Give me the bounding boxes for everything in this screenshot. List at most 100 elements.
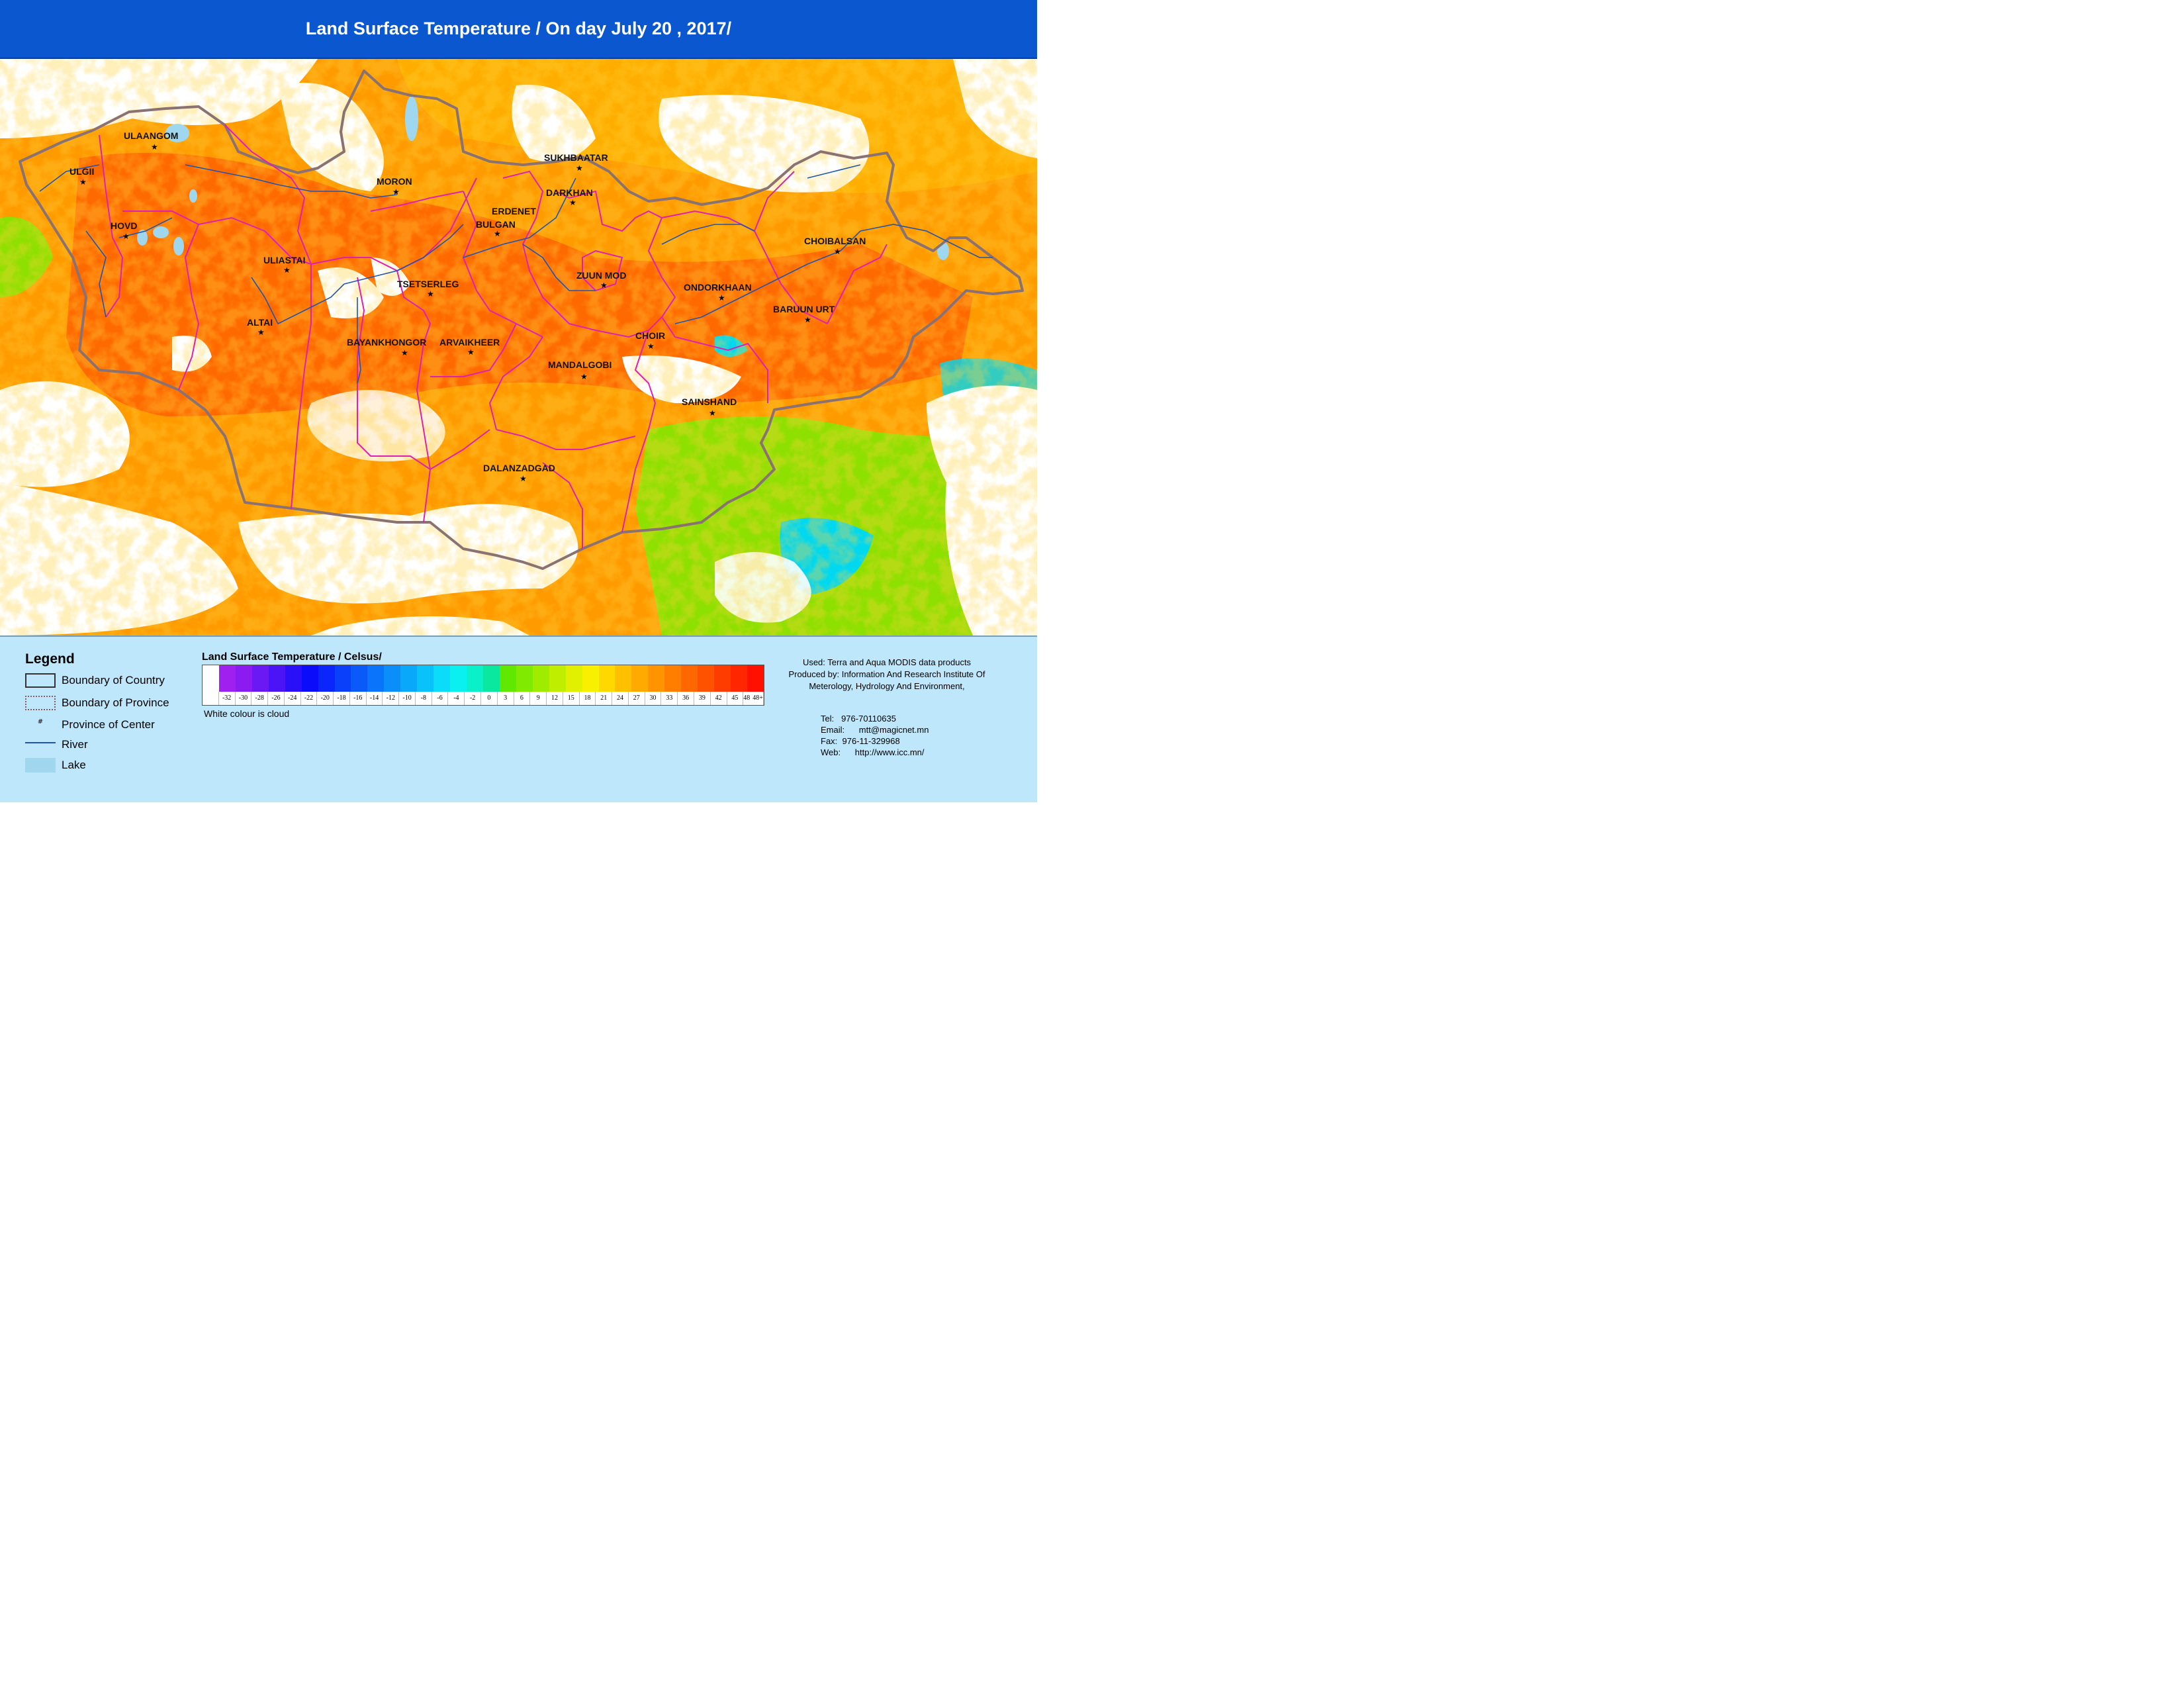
credits-used: Used: Terra and Aqua MODIS data products bbox=[802, 657, 972, 667]
scale-tick-label: 24 bbox=[612, 692, 629, 705]
city-label: SAINSHAND bbox=[682, 397, 737, 407]
city-label: BAYANKHONGOR bbox=[347, 337, 426, 348]
city-markers: ULAANGOM ★ ULGII ★ HOVD ★ MORON ★ SUKHBA… bbox=[69, 130, 866, 483]
city-star-icon: ★ bbox=[600, 281, 608, 290]
city-star-icon: ★ bbox=[151, 142, 158, 152]
city-choibalsan: CHOIBALSAN ★ bbox=[804, 236, 866, 256]
scale-tick-label: 39 bbox=[694, 692, 711, 705]
city-label: ALTAI bbox=[247, 317, 273, 328]
city-label: ULIASTAI bbox=[263, 255, 306, 265]
scale-tick-label: 0 bbox=[481, 692, 498, 705]
scale-tick-label: 21 bbox=[596, 692, 613, 705]
scale-swatch bbox=[450, 665, 467, 692]
city-star-icon: ★ bbox=[709, 408, 716, 418]
city-label: ULGII bbox=[69, 166, 94, 177]
scale-tick-label: -18 bbox=[334, 692, 350, 705]
scale-swatch bbox=[499, 665, 516, 692]
city-sukhbaatar: SUKHBAATAR ★ bbox=[544, 152, 608, 173]
city-star-icon: ★ bbox=[467, 348, 475, 357]
scale-tick-label: 12 bbox=[547, 692, 563, 705]
scale-tick-label: -16 bbox=[350, 692, 367, 705]
hash-icon: # bbox=[37, 718, 44, 726]
scale-tick-label: -22 bbox=[301, 692, 318, 705]
scale-swatch bbox=[565, 665, 582, 692]
scale-swatches bbox=[203, 665, 764, 692]
city-uliastai: ULIASTAI ★ bbox=[263, 255, 306, 275]
city-label: MANDALGOBI bbox=[548, 359, 612, 370]
scale-tick-label: 6 bbox=[514, 692, 531, 705]
scale-swatch bbox=[251, 665, 269, 692]
scale-tick-label: -30 bbox=[236, 692, 252, 705]
scale-tick-label: 45 bbox=[727, 692, 744, 705]
scale-tick-label bbox=[203, 692, 219, 705]
city-label: SUKHBAATAR bbox=[544, 152, 608, 163]
city-star-icon: ★ bbox=[834, 247, 841, 256]
scale-tick-label: -26 bbox=[268, 692, 285, 705]
scale-tick-label: 27 bbox=[629, 692, 645, 705]
city-choir: CHOIR ★ bbox=[635, 330, 665, 351]
scale-swatch bbox=[384, 665, 401, 692]
city-bulgan: BULGAN ★ bbox=[476, 219, 516, 238]
city-dalanzadgad: DALANZADGAD ★ bbox=[483, 463, 555, 483]
scale-swatch bbox=[318, 665, 335, 692]
credits-produced-2: Meterology, Hydrology And Environment, bbox=[809, 681, 965, 691]
city-zuun-mod: ZUUN MOD ★ bbox=[576, 270, 626, 290]
scale-swatch bbox=[549, 665, 566, 692]
contact-web[interactable]: Web: http://www.icc.mn/ bbox=[821, 747, 925, 757]
scale-swatch bbox=[417, 665, 434, 692]
city-label: DARKHAN bbox=[546, 187, 593, 198]
scale-tick-label: -32 bbox=[219, 692, 236, 705]
scale-swatch bbox=[598, 665, 615, 692]
scale-swatch bbox=[631, 665, 649, 692]
city-baruun-urt: BARUUN URT ★ bbox=[773, 304, 835, 324]
scale-swatch bbox=[664, 665, 682, 692]
map-canvas: ULAANGOM ★ ULGII ★ HOVD ★ MORON ★ SUKHBA… bbox=[0, 59, 1037, 635]
city-star-icon: ★ bbox=[392, 187, 400, 197]
city-arvaikheer: ARVAIKHEER ★ bbox=[439, 337, 500, 357]
city-label: MORON bbox=[377, 176, 412, 187]
legend-label: Boundary of Country bbox=[62, 674, 165, 686]
legend-label: Province of Center bbox=[62, 718, 155, 731]
lake-swatch bbox=[25, 758, 56, 773]
city-star-icon: ★ bbox=[718, 293, 725, 303]
city-ondorkhaan: ONDORKHAAN ★ bbox=[684, 282, 752, 303]
temperature-map: ULAANGOM ★ ULGII ★ HOVD ★ MORON ★ SUKHBA… bbox=[0, 59, 1037, 635]
city-star-icon: ★ bbox=[647, 342, 655, 351]
city-ulgii: ULGII ★ bbox=[69, 166, 94, 187]
scale-tick-label: 42 bbox=[711, 692, 727, 705]
contact-fax: Fax: 976-11-329968 bbox=[821, 736, 900, 746]
scale-tick-label: 48 bbox=[743, 694, 751, 702]
contact-email: Email: mtt@magicnet.mn bbox=[821, 725, 929, 735]
city-darkhan: DARKHAN ★ bbox=[546, 187, 593, 207]
cloud-note: White colour is cloud bbox=[204, 708, 290, 719]
scale-swatch bbox=[516, 665, 533, 692]
city-label: CHOIBALSAN bbox=[804, 236, 866, 246]
city-hovd: HOVD ★ bbox=[111, 220, 137, 241]
scale-tick-label: -14 bbox=[367, 692, 383, 705]
scale-tick-label: 36 bbox=[678, 692, 694, 705]
legend-label: River bbox=[62, 738, 88, 751]
city-star-icon: ★ bbox=[576, 164, 583, 173]
city-label: ERDENET bbox=[492, 206, 536, 216]
scale-swatch bbox=[285, 665, 302, 692]
city-label: BARUUN URT bbox=[773, 304, 835, 314]
river-line-swatch bbox=[25, 742, 56, 743]
legend-label: Boundary of Province bbox=[62, 696, 169, 709]
scale-swatch bbox=[698, 665, 715, 692]
city-label: ZUUN MOD bbox=[576, 270, 626, 281]
city-star-icon: ★ bbox=[122, 232, 130, 241]
country-boundary-swatch bbox=[25, 673, 56, 688]
city-mandalgobi: MANDALGOBI ★ bbox=[548, 359, 612, 381]
scale-tick-label: 9 bbox=[530, 692, 547, 705]
scale-tick-label: 48 48+ bbox=[743, 692, 764, 705]
scale-swatch bbox=[532, 665, 549, 692]
scale-tick-label: -8 bbox=[416, 692, 432, 705]
scale-swatch bbox=[467, 665, 483, 692]
city-star-icon: ★ bbox=[494, 229, 501, 238]
city-bayankhongor: BAYANKHONGOR ★ bbox=[347, 337, 426, 357]
scale-swatch bbox=[482, 665, 500, 692]
scale-tick-label: -12 bbox=[383, 692, 400, 705]
scale-tick-label: -6 bbox=[432, 692, 449, 705]
scale-swatch bbox=[400, 665, 418, 692]
temperature-color-scale: -32 -30 -28 -26 -24 -22 -20 -18 -16 -14 -12 -10 -8 -6… bbox=[202, 665, 764, 706]
